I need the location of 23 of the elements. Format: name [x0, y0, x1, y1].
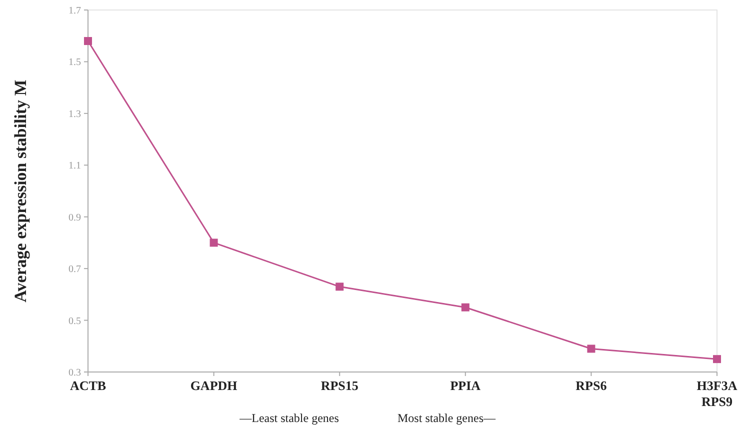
y-tick-label: 0.5 [68, 316, 81, 327]
x-tick-label: RPS6 [576, 378, 608, 393]
y-tick-label: 1.5 [68, 57, 81, 68]
x-tick-label: RPS15 [320, 378, 359, 393]
point [210, 238, 218, 247]
text: —Least stable genes [238, 411, 340, 425]
point [587, 344, 596, 353]
point [713, 355, 721, 364]
x-tick-label: ACTB [70, 378, 106, 393]
point [84, 37, 92, 46]
point [336, 282, 344, 291]
y-tick-label: 1.3 [68, 108, 81, 120]
x-tick-label: GAPDH [190, 378, 238, 393]
y-axis-title: Average expression stability M [11, 80, 30, 302]
y-tick-label: 0.7 [68, 264, 81, 276]
point [461, 303, 470, 312]
y-tick-label: 1.1 [68, 160, 81, 172]
y-tick-label: 0.3 [68, 368, 81, 378]
text: Most stable genes— [398, 411, 497, 425]
x-tick-label: H3F3A RPS9 [696, 378, 738, 409]
y-tick-label: 0.9 [68, 212, 81, 224]
y-tick-label: 1.7 [68, 6, 81, 16]
x-tick-label: PPIA [450, 378, 482, 393]
